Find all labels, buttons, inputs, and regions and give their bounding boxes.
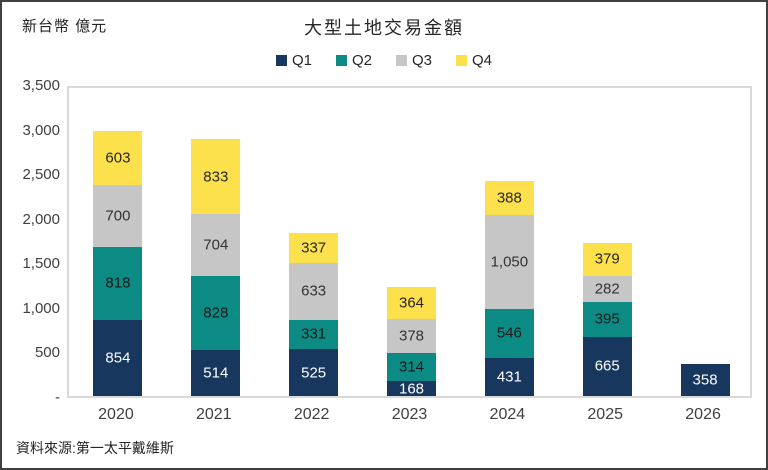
x-tick-label-2021: 2021 bbox=[195, 406, 232, 423]
x-tick-label-2023: 2023 bbox=[391, 406, 428, 423]
x-tick-label-2025: 2025 bbox=[587, 406, 623, 423]
bar-segment-2024-q3: 1,050 bbox=[484, 215, 534, 309]
bar-segment-2024-q2: 546 bbox=[484, 308, 534, 358]
y-axis-unit-label: 新台幣 億元 bbox=[22, 18, 108, 35]
bar-segment-2025-q1: 665 bbox=[582, 336, 632, 396]
bar-segment-2022-q1: 525 bbox=[289, 349, 339, 396]
bar-segment-2025-q4: 379 bbox=[582, 242, 632, 277]
y-tick-label: 1,500 bbox=[22, 255, 60, 273]
bar-value-label: 379 bbox=[594, 250, 620, 268]
legend-swatch-q3 bbox=[396, 55, 407, 66]
plot-area: 854 818 700 603 514 828 704 833 525 331 633 337 168 3… bbox=[67, 86, 752, 398]
x-axis: 2020 2021 2022 2023 2024 2025 2026 bbox=[67, 406, 752, 428]
bar-value-label: 331 bbox=[301, 325, 327, 343]
legend-label: Q3 bbox=[412, 52, 433, 69]
bar-segment-2021-q2: 828 bbox=[191, 276, 241, 351]
legend-item-q1: Q1 bbox=[275, 52, 312, 69]
bar-segment-2025-q2: 395 bbox=[582, 301, 632, 337]
bar-value-label: 337 bbox=[301, 239, 327, 257]
bar-value-label: 364 bbox=[398, 294, 425, 312]
bar-segment-2026-q1: 358 bbox=[680, 364, 730, 396]
legend-item-q4: Q4 bbox=[456, 52, 492, 69]
legend-label: Q4 bbox=[472, 52, 493, 69]
bar-value-label: 282 bbox=[594, 280, 620, 298]
legend-swatch-q1 bbox=[275, 55, 287, 66]
legend-label: Q2 bbox=[351, 52, 372, 69]
bar-value-label: 633 bbox=[301, 282, 327, 300]
bar-value-label: 168 bbox=[398, 380, 425, 398]
y-tick-label: 500 bbox=[34, 344, 60, 362]
x-tick-label-2026: 2026 bbox=[685, 406, 721, 423]
x-tick-label-2020: 2020 bbox=[98, 406, 134, 423]
bar-segment-2020-q4: 603 bbox=[93, 130, 143, 185]
y-tick-label: 2,000 bbox=[22, 210, 60, 228]
bar-value-label: 704 bbox=[203, 236, 229, 254]
bar-segment-2021-q3: 704 bbox=[191, 213, 241, 277]
x-tick-label-2022: 2022 bbox=[293, 406, 330, 423]
y-tick-label: 3,500 bbox=[22, 77, 60, 94]
bar-segment-2020-q1: 854 bbox=[93, 319, 143, 396]
bar-value-label: 828 bbox=[203, 304, 229, 322]
bar-segment-2024-q1: 431 bbox=[484, 357, 534, 396]
bar-value-label: 388 bbox=[496, 189, 522, 207]
bar-value-label: 358 bbox=[692, 371, 718, 389]
source-note: 資料來源:第一太平戴維斯 bbox=[16, 440, 174, 456]
bar-value-label: 525 bbox=[301, 364, 327, 382]
legend: Q1 Q2 Q3 Q4 bbox=[2, 52, 766, 69]
bar-value-label: 378 bbox=[398, 327, 425, 345]
bar-segment-2022-q4: 337 bbox=[289, 233, 339, 264]
y-tick-label: 3,000 bbox=[22, 121, 60, 139]
bar-value-label: 314 bbox=[398, 358, 425, 376]
bar-segment-2025-q3: 282 bbox=[582, 276, 632, 302]
bar-value-label: 395 bbox=[594, 310, 620, 328]
bar-segment-2021-q4: 833 bbox=[191, 139, 241, 214]
bar-segment-2023-q1: 168 bbox=[387, 381, 436, 396]
bar-segment-2024-q4: 388 bbox=[484, 180, 534, 216]
chart-title: 大型土地交易金額 bbox=[304, 18, 464, 38]
y-tick-label: 2,500 bbox=[22, 166, 60, 184]
legend-item-q3: Q3 bbox=[396, 52, 432, 69]
x-tick-label-2024: 2024 bbox=[489, 406, 526, 423]
bar-segment-2022-q3: 633 bbox=[289, 263, 339, 320]
bar-segment-2022-q2: 331 bbox=[289, 319, 339, 350]
bar-segment-2020-q3: 700 bbox=[93, 184, 143, 247]
y-tick-label: 1,000 bbox=[22, 299, 60, 317]
legend-swatch-q4 bbox=[456, 55, 468, 66]
bar-value-label: 431 bbox=[496, 368, 522, 386]
bar-segment-2021-q1: 514 bbox=[191, 350, 241, 396]
bar-segment-2020-q2: 818 bbox=[93, 246, 143, 320]
bar-value-label: 603 bbox=[105, 149, 131, 167]
bar-value-label: 546 bbox=[496, 324, 522, 342]
legend-label: Q1 bbox=[291, 52, 312, 69]
bar-value-label: 1,050 bbox=[490, 253, 529, 271]
bar-value-label: 854 bbox=[105, 349, 131, 367]
bar-value-label: 514 bbox=[203, 364, 229, 382]
bar-segment-2023-q3: 378 bbox=[387, 319, 436, 354]
bar-segment-2023-q2: 314 bbox=[387, 353, 436, 382]
bar-value-label: 700 bbox=[105, 207, 131, 225]
y-axis: 3,500 3,000 2,500 2,000 1,500 1,000 500 - bbox=[2, 2, 60, 468]
legend-swatch-q2 bbox=[335, 55, 347, 66]
legend-item-q2: Q2 bbox=[335, 52, 372, 69]
y-tick-label: - bbox=[55, 389, 60, 406]
bar-value-label: 833 bbox=[203, 168, 229, 185]
bar-segment-2023-q4: 364 bbox=[387, 286, 436, 320]
bar-value-label: 665 bbox=[594, 357, 620, 375]
bar-value-label: 818 bbox=[105, 274, 131, 292]
